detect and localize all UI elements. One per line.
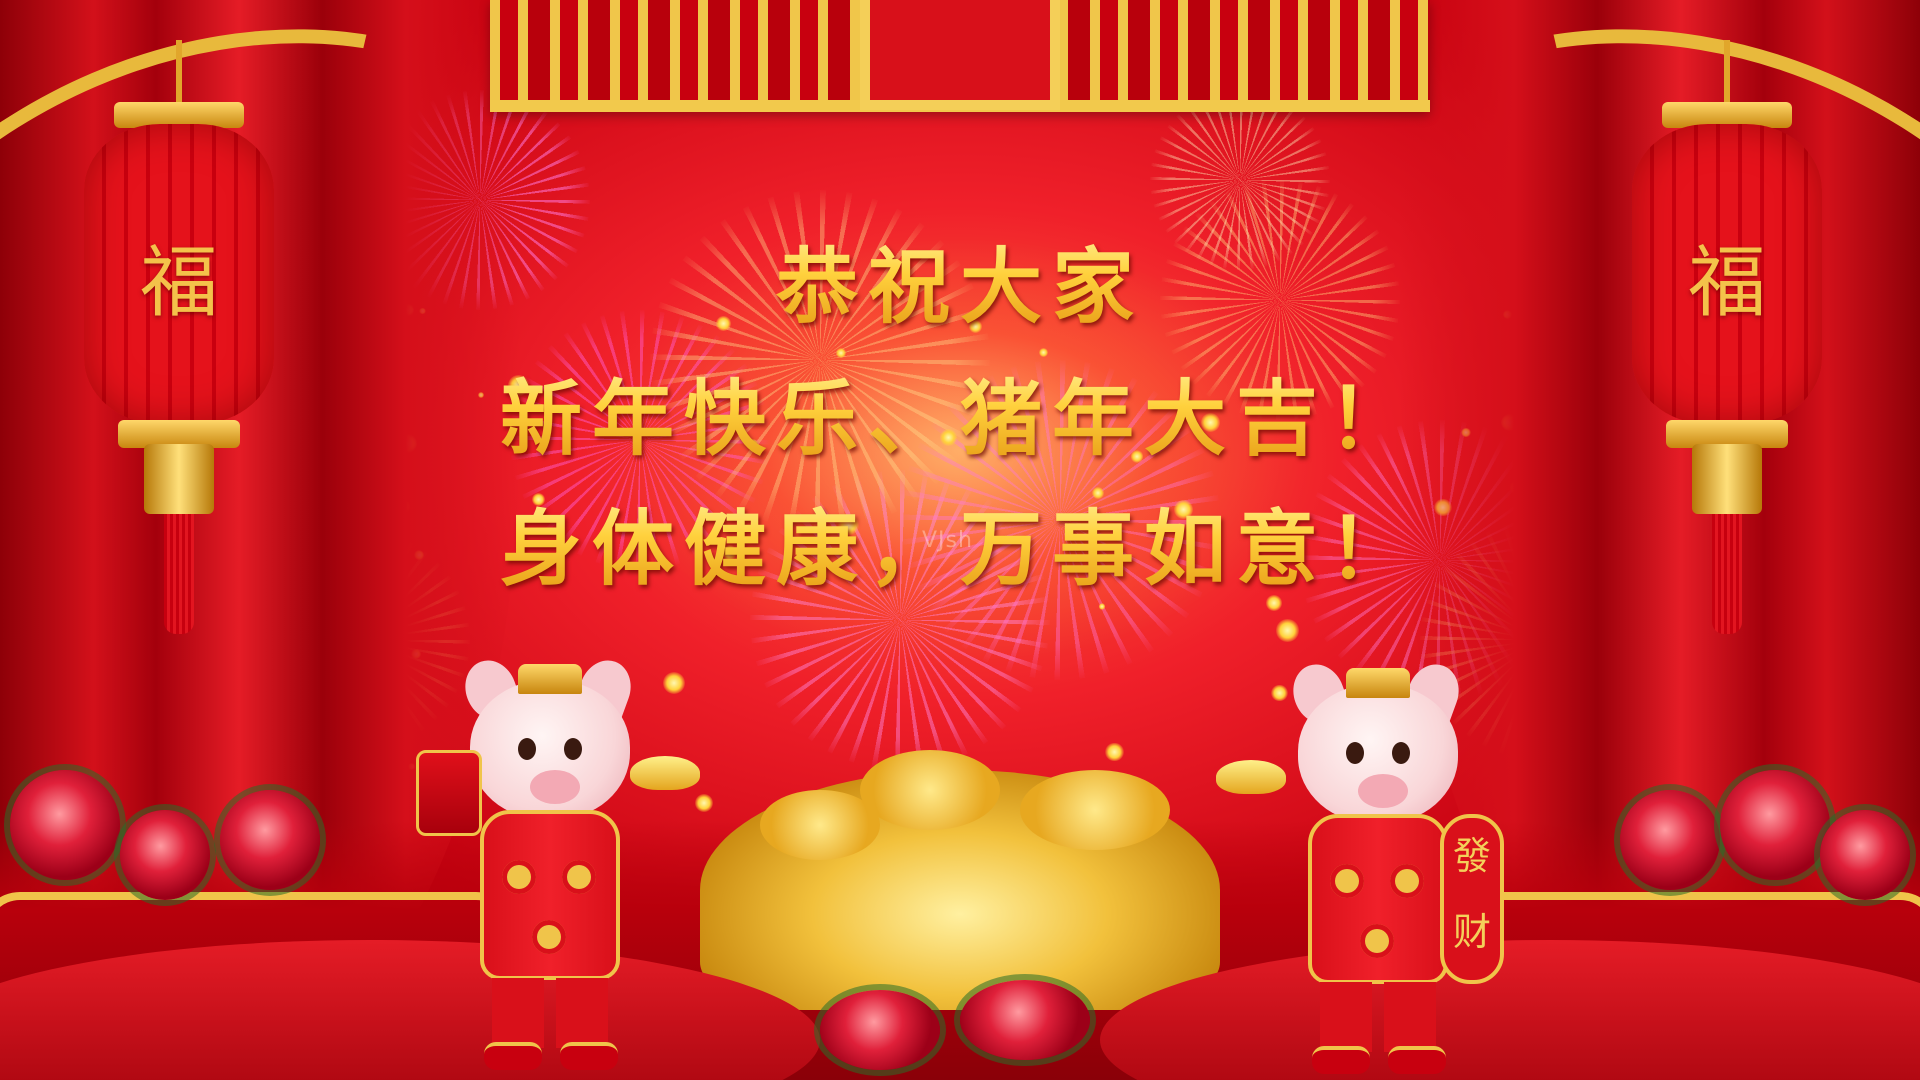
peony-flower xyxy=(1620,790,1720,890)
gold-sparkle xyxy=(1276,619,1299,642)
pig-hat xyxy=(1346,668,1410,698)
pig-hat xyxy=(518,664,582,694)
lantern-cord xyxy=(176,40,182,110)
lantern-gold-tube xyxy=(1692,444,1762,514)
fortune-banner: 發 财 xyxy=(1440,814,1504,984)
pig-snout xyxy=(1358,774,1408,808)
firework-burst xyxy=(1150,90,1330,270)
lantern-cap xyxy=(114,102,244,128)
pig-eye xyxy=(1346,742,1364,764)
gold-sparkle xyxy=(1271,684,1289,702)
lantern-body xyxy=(1632,124,1822,424)
gold-sparkle xyxy=(1091,486,1104,499)
gold-sparkle xyxy=(968,319,982,333)
lantern-cap-bottom xyxy=(118,420,240,448)
greeting-line-2: 新年快乐、猪年大吉！ xyxy=(260,352,1660,471)
pig-snout xyxy=(530,770,580,804)
peony-flower xyxy=(220,790,320,890)
pig-shoe xyxy=(484,1042,542,1070)
gold-sparkle xyxy=(747,438,759,450)
lantern-tassel xyxy=(164,514,194,634)
pig-red-outfit xyxy=(480,810,620,980)
outfit-coin-pattern xyxy=(1360,924,1394,958)
gold-sparkle xyxy=(531,492,546,507)
firework-burst xyxy=(650,190,990,530)
gold-sparkle xyxy=(1105,742,1124,762)
banner-char-top: 發 xyxy=(1452,834,1491,878)
outfit-coin-pattern xyxy=(1330,864,1364,898)
pig-shoe xyxy=(1312,1046,1370,1074)
gold-sparkle xyxy=(1098,602,1106,610)
gold-ingot xyxy=(1216,760,1286,794)
lantern-cord xyxy=(1724,40,1730,110)
pig-legs xyxy=(1320,982,1436,1052)
pig-shoe xyxy=(1388,1046,1446,1074)
pig-red-outfit xyxy=(1308,814,1448,984)
gold-sparkle xyxy=(1266,595,1282,611)
lantern-fu-character: 福 xyxy=(139,238,218,328)
lantern-body xyxy=(84,124,274,424)
outfit-coin-pattern xyxy=(532,920,566,954)
watermark: VJsh xyxy=(922,528,973,553)
firework-burst xyxy=(510,310,770,570)
pig-legs xyxy=(492,978,608,1048)
firework-burst xyxy=(1160,180,1400,420)
firework-burst xyxy=(900,360,1220,680)
outfit-coin-pattern xyxy=(1390,864,1424,898)
peony-flower xyxy=(10,770,120,880)
gold-sparkle xyxy=(1200,412,1221,432)
gold-sparkle xyxy=(662,671,686,695)
greeting-line-3: 身体健康，万事如意！ xyxy=(260,482,1660,601)
gold-sparkle xyxy=(694,794,713,813)
banner-char-bottom: 财 xyxy=(1452,910,1491,954)
pig-eye xyxy=(564,738,582,760)
gold-cloud xyxy=(760,790,880,860)
peony-flower xyxy=(1720,770,1830,880)
gold-sparkle xyxy=(1038,347,1048,357)
gold-sparkle xyxy=(939,428,958,447)
gold-sparkle xyxy=(1130,450,1144,463)
lantern-tassel xyxy=(1712,514,1742,634)
gold-sparkle xyxy=(835,348,846,358)
lantern-fu-character: 福 xyxy=(1687,238,1766,328)
outfit-coin-pattern xyxy=(502,860,536,894)
gold-sparkle xyxy=(1173,500,1193,520)
outfit-coin-pattern xyxy=(562,860,596,894)
gold-cloud xyxy=(1020,770,1170,850)
peony-flower xyxy=(120,810,210,900)
gold-cloud xyxy=(860,750,1000,830)
peony-flower xyxy=(960,980,1090,1060)
lantern-right: 福 xyxy=(1632,40,1822,634)
firework-burst xyxy=(750,470,1050,770)
top-fretwork-center xyxy=(860,0,1060,110)
peony-flower xyxy=(1820,810,1910,900)
gold-sparkle xyxy=(838,514,859,535)
gold-sparkle xyxy=(722,545,738,561)
peony-flower xyxy=(820,990,940,1070)
lantern-cap xyxy=(1662,102,1792,128)
pig-eye xyxy=(1392,742,1410,764)
lantern-left: 福 xyxy=(84,40,274,634)
red-envelope xyxy=(416,750,482,836)
pig-character-left xyxy=(416,653,700,1080)
greeting-line-1: 恭祝大家 xyxy=(260,220,1660,339)
pig-shoe xyxy=(560,1042,618,1070)
lantern-gold-tube xyxy=(144,444,214,514)
pig-eye xyxy=(518,738,536,760)
pig-character-right: 發 财 xyxy=(1216,657,1504,1080)
gold-sparkle xyxy=(715,316,731,332)
lantern-cap-bottom xyxy=(1666,420,1788,448)
gold-ingot xyxy=(630,756,700,790)
